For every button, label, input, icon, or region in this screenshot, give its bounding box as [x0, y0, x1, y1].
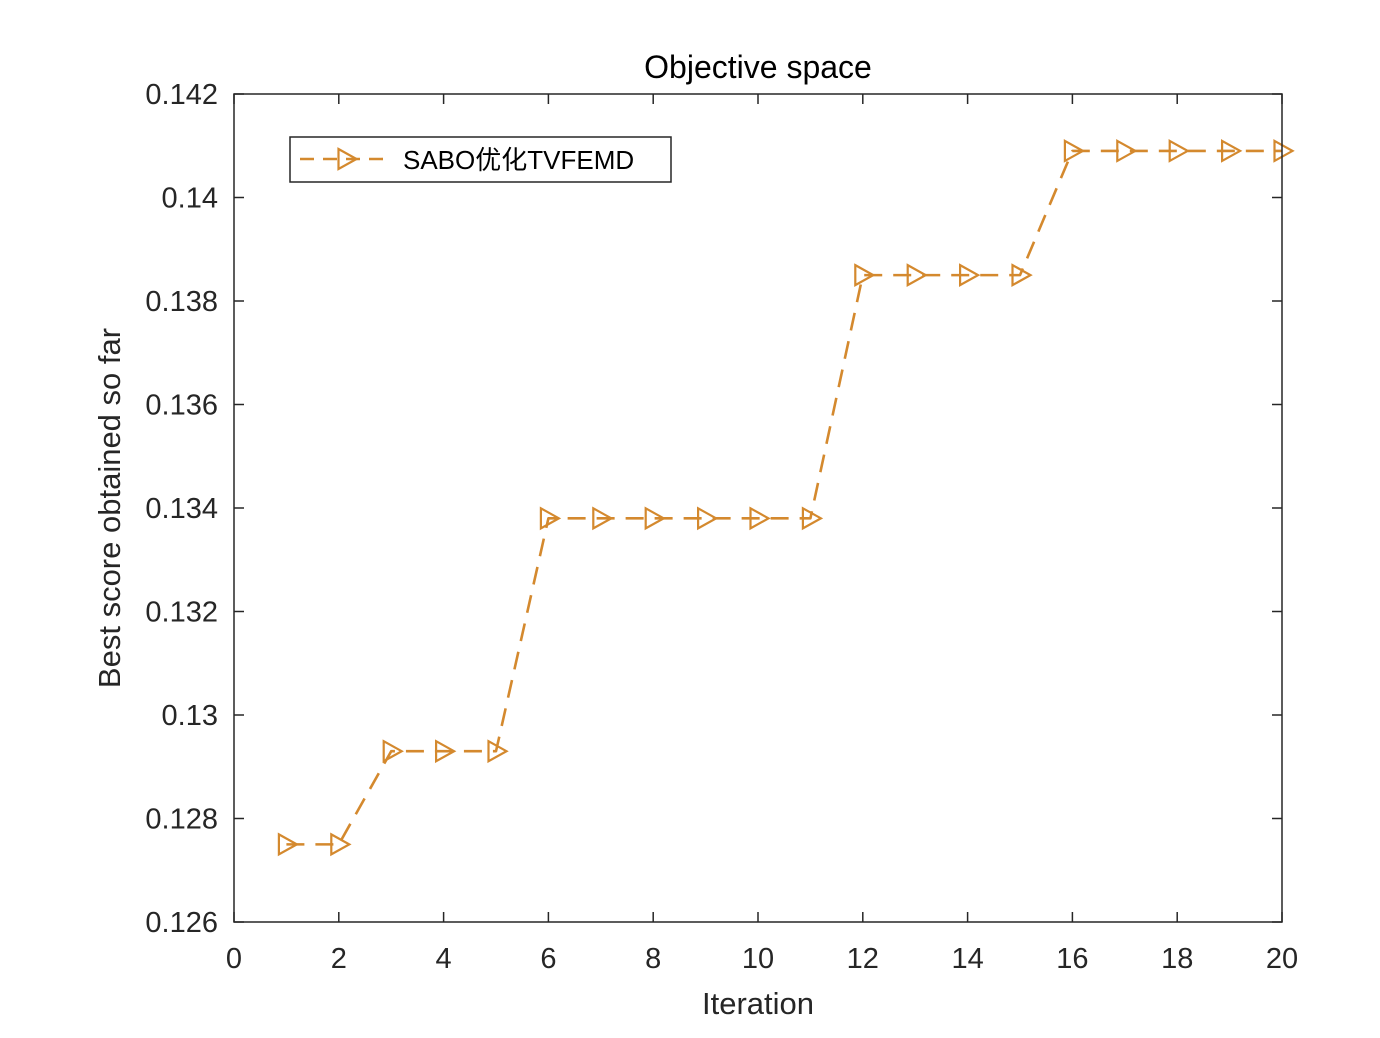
data-point [1011, 263, 1033, 287]
data-point [906, 263, 928, 287]
data-point [854, 263, 876, 287]
labels-layer: 0 2 4 6 8 10 12 14 16 18 20 0.126 0.128 0.13 0.132 0.13… [145, 79, 1298, 975]
x-tick-label: 14 [951, 943, 983, 975]
data-point [330, 832, 352, 857]
legend-label: SABO优化TVFEMD [403, 145, 634, 175]
x-tick-label: 2 [331, 943, 347, 975]
x-tick-label: 16 [1056, 943, 1088, 975]
legend-marker-triangle-right [337, 147, 359, 171]
plot-area [234, 94, 1282, 922]
plot-border [233, 93, 1283, 923]
data-point [592, 506, 614, 531]
x-tick-label: 12 [847, 943, 879, 975]
y-tick-label: 0.126 [145, 907, 218, 939]
chart-title: Objective space [644, 49, 872, 85]
data-point [1116, 139, 1138, 163]
legend: SABO优化TVFEMD [289, 136, 672, 183]
y-tick-label: 0.14 [162, 183, 218, 215]
x-tick-label: 6 [540, 943, 556, 975]
series-layer [277, 139, 1295, 857]
x-tick-label: 0 [226, 943, 242, 975]
x-axis-title: Iteration [702, 986, 814, 1021]
x-tick-label: 20 [1266, 943, 1298, 975]
data-point [487, 739, 509, 764]
y-axis-title: Best score obtained so far [92, 328, 127, 688]
data-point [277, 832, 300, 857]
data-point [644, 506, 666, 531]
data-point [1063, 139, 1086, 163]
y-tick-label: 0.134 [145, 493, 218, 525]
data-point [1168, 139, 1190, 163]
data-point [801, 506, 824, 531]
data-point [1273, 139, 1295, 163]
y-tick-label: 0.128 [145, 804, 218, 836]
y-tick-label: 0.142 [145, 79, 218, 111]
y-tick-label: 0.132 [145, 597, 218, 629]
data-point [435, 739, 457, 764]
data-point [959, 263, 981, 287]
data-point [539, 506, 562, 531]
data-point [697, 506, 719, 531]
x-tick-label: 8 [645, 943, 661, 975]
x-tick-label: 18 [1161, 943, 1193, 975]
x-tick-label: 10 [742, 943, 774, 975]
y-tick-label: 0.138 [145, 286, 218, 318]
data-point [1221, 139, 1243, 163]
data-point [749, 506, 771, 531]
data-point [382, 739, 404, 764]
y-tick-label: 0.13 [162, 700, 218, 732]
y-tick-label: 0.136 [145, 390, 218, 422]
x-tick-label: 4 [436, 943, 452, 975]
